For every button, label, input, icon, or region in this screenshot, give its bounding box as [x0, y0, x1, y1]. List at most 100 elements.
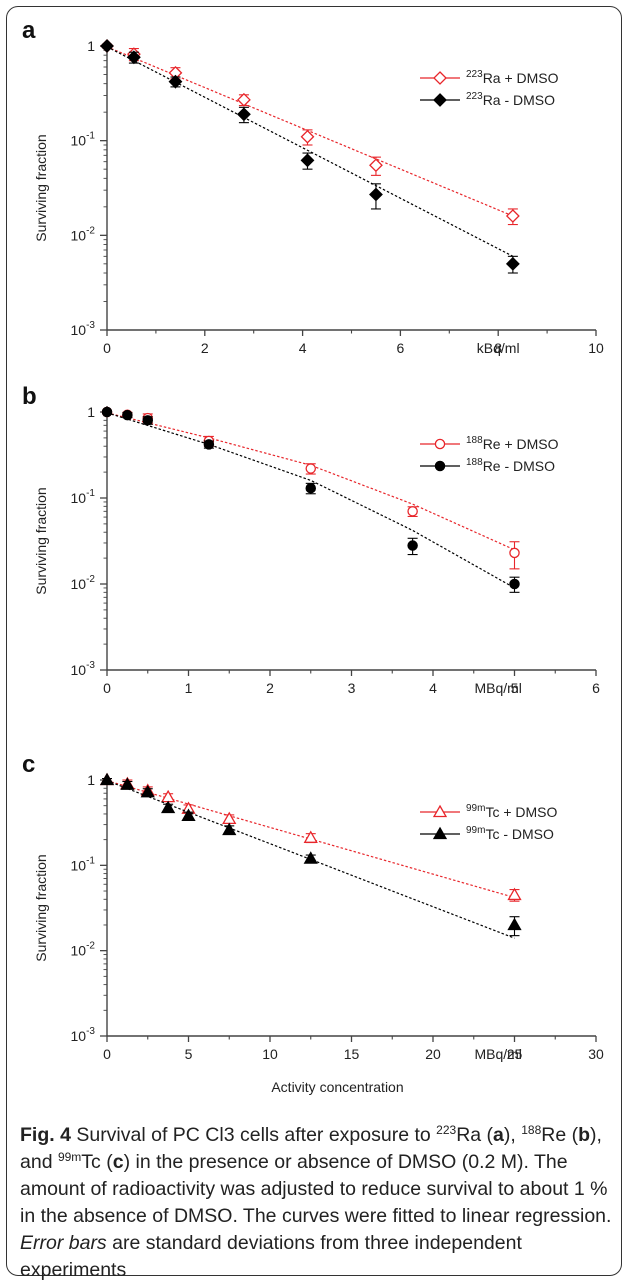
panel-b-y-label: Surviving fraction — [33, 487, 49, 594]
panel-b-y-tick-label: 10-1 — [71, 488, 96, 506]
figure-caption: Fig. 4 Survival of PC Cl3 cells after ex… — [20, 1122, 614, 1284]
panel-c-series-1-point — [507, 917, 522, 931]
panel-c-x-tick-label: 25 — [507, 1046, 523, 1062]
caption-text-2: Ra ( — [456, 1124, 494, 1146]
panel-a-series-1-legend-label: 223Ra - DMSO — [466, 91, 555, 108]
panel-a-series-0-point — [505, 209, 520, 223]
panel-b-y-tick-label: 1 — [87, 404, 95, 420]
figure-frame — [6, 6, 622, 1276]
panel-b-x-unit-label: MBq/ml — [474, 680, 521, 696]
panel-c-series-1-point — [99, 772, 115, 786]
panel-c-series-0-legend-marker — [432, 804, 448, 818]
panel-a-label: a — [22, 17, 36, 44]
panel-a-x-unit-label: kBq/ml — [477, 340, 520, 356]
panel-a-series-0-legend-marker — [433, 71, 447, 85]
panel-a-series-1-point — [300, 153, 315, 168]
panel-a-y-label: Surviving fraction — [33, 134, 49, 241]
panel-a-y-tick-label: 10-1 — [71, 131, 96, 149]
caption-text-7: ) in the presence or absence of DMSO (0.… — [20, 1151, 612, 1227]
panel-c-label: c — [22, 751, 35, 778]
panel-c-y-tick-label: 10-2 — [71, 941, 96, 959]
caption-text-6: Tc ( — [81, 1151, 113, 1173]
panel-b-series-1-point — [305, 482, 316, 494]
panel-a-x-tick-label: 4 — [299, 340, 307, 356]
panel-b-label: b — [22, 383, 37, 410]
panel-a-series-0-point — [369, 158, 383, 173]
panel-b-x-tick-label: 4 — [429, 680, 437, 696]
panel-c-y-tick-label: 10-3 — [71, 1026, 96, 1044]
caption-text-3: ), — [503, 1124, 522, 1146]
panel-b-series-0-legend-marker — [434, 438, 446, 450]
panel-b-y-tick-label: 10-3 — [71, 660, 96, 678]
panel-c-series-1-point — [161, 800, 176, 814]
panel-c-series-1-legend-label: 99mTc - DMSO — [466, 825, 554, 842]
panel-b-y-tick-label: 10-2 — [71, 574, 96, 592]
panel-a-y-tick-label: 10-3 — [71, 320, 96, 338]
caption-label-c: c — [112, 1151, 124, 1173]
caption-label-b: b — [578, 1124, 591, 1146]
panel-b-series-0-point — [509, 547, 520, 559]
caption-sup-tc: 99m — [57, 1150, 82, 1164]
panel-a-series-1-point — [126, 50, 141, 65]
caption-text-1: Survival of PC Cl3 cells after exposure … — [70, 1124, 437, 1146]
caption-text-5: ), and — [20, 1124, 602, 1173]
panel-c-series-1-point — [120, 777, 135, 790]
panel-a-series-0-point — [237, 92, 251, 107]
panel-b-series-1-legend-label: 188Re - DMSO — [466, 457, 555, 474]
caption-error-bars: Error bars — [20, 1232, 107, 1254]
panel-b-series-0-fit-line — [106, 412, 515, 551]
panel-c-x-unit-label: MBq/ml — [474, 1046, 521, 1062]
panel-b-series-1-point — [509, 578, 520, 590]
caption-sup-ra: 223 — [436, 1123, 457, 1137]
panel-c-series-1-point — [140, 784, 155, 798]
panel-c-y-tick-label: 1 — [87, 772, 95, 788]
panel-c-series-1-point — [181, 808, 196, 822]
panel-c-x-label: Activity concentration — [271, 1079, 403, 1095]
panel-b-x-tick-label: 3 — [348, 680, 356, 696]
panel-c-series-1-point — [303, 851, 318, 864]
panel-b-series-1-point — [407, 540, 418, 551]
panel-b-x-tick-label: 5 — [511, 680, 519, 696]
panel-a-x-tick-label: 8 — [494, 340, 502, 356]
caption-sup-re: 188 — [521, 1123, 542, 1137]
panel-a-series-0-point — [300, 129, 315, 144]
panel-a-series-1-point — [505, 256, 520, 271]
panel-b-series-1-point — [101, 406, 113, 418]
panel-c-x-tick-label: 0 — [103, 1046, 111, 1062]
panel-a-series-0-legend-label: 223Ra + DMSO — [466, 69, 559, 86]
panel-c-series-0-point — [161, 789, 176, 803]
panel-c-x-tick-label: 30 — [588, 1046, 604, 1062]
panel-b-x-tick-label: 1 — [185, 680, 193, 696]
panel-c-series-1-point — [222, 822, 237, 836]
panel-c-y-tick-label: 10-1 — [71, 855, 96, 873]
caption-label-a: a — [493, 1124, 504, 1146]
panel-a-series-1-point — [100, 39, 114, 53]
panel-b-series-1-fit-line — [106, 412, 515, 589]
panel-c-x-tick-label: 15 — [344, 1046, 360, 1062]
caption-text-4: Re ( — [541, 1124, 579, 1146]
panel-a-series-0-fit-line — [106, 46, 514, 217]
panel-c-x-tick-label: 10 — [262, 1046, 278, 1062]
panel-c-series-0-point — [507, 887, 522, 901]
panel-b-series-1-point — [142, 415, 153, 426]
panel-c-y-label: Surviving fraction — [33, 854, 49, 961]
panel-b-series-1-point — [203, 439, 215, 450]
panel-a-x-tick-label: 6 — [397, 340, 405, 356]
panel-a-x-tick-label: 0 — [103, 340, 111, 356]
panel-b-series-1-legend-marker — [434, 460, 446, 472]
panel-b-series-0-point — [305, 463, 316, 474]
panel-b-x-tick-label: 2 — [266, 680, 274, 696]
panel-a-series-1-point — [369, 187, 383, 202]
panel-a-series-1-legend-marker — [433, 93, 447, 107]
caption-fig-label: Fig. 4 — [20, 1124, 71, 1146]
panel-a-x-tick-label: 10 — [588, 340, 604, 356]
panel-b-series-0-point — [407, 506, 418, 517]
panel-a-series-1-point — [237, 107, 251, 122]
panel-a-x-tick-label: 2 — [201, 340, 209, 356]
panel-b-series-0-legend-label: 188Re + DMSO — [466, 435, 559, 452]
panel-c-series-1-legend-marker — [432, 826, 448, 840]
panel-b-series-1-point — [122, 409, 133, 421]
panel-a-series-1-point — [168, 74, 183, 89]
panel-c-series-0-point — [303, 830, 318, 843]
panel-a-y-tick-label: 1 — [87, 38, 95, 54]
